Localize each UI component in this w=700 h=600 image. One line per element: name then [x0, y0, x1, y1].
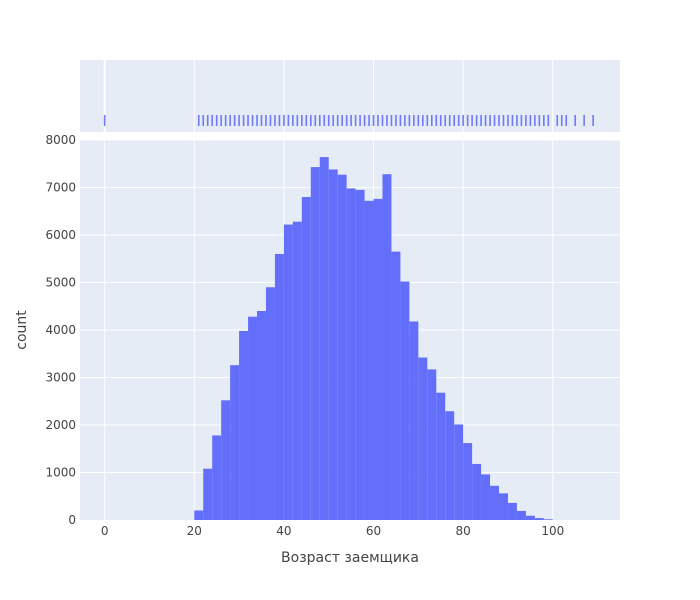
- x-tick-label: 80: [456, 524, 471, 538]
- y-tick-label: 3000: [45, 371, 76, 385]
- histogram-bar: [507, 502, 517, 520]
- y-tick-label: 0: [68, 513, 76, 527]
- histogram-bar: [463, 443, 473, 520]
- x-tick-label: 100: [541, 524, 564, 538]
- y-tick-label: 5000: [45, 276, 76, 290]
- histogram-bar: [400, 281, 410, 520]
- histogram-bar: [525, 515, 535, 520]
- x-tick-label: 0: [101, 524, 109, 538]
- y-tick-label: 1000: [45, 466, 76, 480]
- y-tick-label: 7000: [45, 181, 76, 195]
- y-tick-label: 6000: [45, 228, 76, 242]
- histogram-bar: [534, 518, 544, 520]
- histogram-bar: [472, 463, 482, 520]
- histogram-bar: [418, 357, 428, 520]
- y-tick-label: 8000: [45, 133, 76, 147]
- histogram-bar: [274, 254, 284, 520]
- histogram-bar: [283, 224, 293, 521]
- histogram-bar: [499, 493, 508, 520]
- rug-marks: [103, 115, 594, 126]
- x-axis-title: Возраст заемщика: [281, 550, 419, 566]
- y-tick-label: 2000: [45, 418, 76, 432]
- histogram-bar: [230, 365, 240, 520]
- histogram-bars: [194, 157, 553, 521]
- y-axis-title: count: [14, 310, 30, 350]
- histogram-bar: [364, 200, 374, 521]
- histogram-bar: [355, 189, 365, 520]
- histogram-bar: [454, 424, 464, 520]
- x-tick-label: 40: [276, 524, 291, 538]
- histogram-bar: [257, 311, 266, 520]
- histogram-bar: [337, 174, 347, 521]
- y-tick-label: 4000: [45, 323, 76, 337]
- histogram-bar: [427, 369, 437, 520]
- histogram-bar: [194, 510, 204, 520]
- histogram-bar: [248, 316, 258, 520]
- x-tick-label: 60: [366, 524, 381, 538]
- histogram-bar: [301, 197, 311, 520]
- histogram-bar: [292, 221, 302, 520]
- histogram-bar: [516, 510, 526, 520]
- histogram-bar: [445, 411, 455, 520]
- histogram-bar: [203, 468, 213, 520]
- histogram-bar: [328, 169, 338, 520]
- histogram-bar: [490, 485, 500, 520]
- histogram-bar: [319, 157, 329, 520]
- histogram-bar: [481, 474, 491, 520]
- histogram-bar: [239, 330, 249, 520]
- histogram-bar: [543, 519, 553, 520]
- histogram-bar: [265, 287, 275, 520]
- histogram-bar: [409, 321, 419, 520]
- x-axis-ticks: 0 20 40 60 80 100: [101, 524, 564, 538]
- histogram-bar: [373, 198, 383, 520]
- histogram-bar: [391, 251, 401, 520]
- histogram-bar: [221, 400, 231, 520]
- x-tick-label: 20: [187, 524, 202, 538]
- histogram-bar: [212, 435, 222, 520]
- histogram-bar: [382, 174, 392, 520]
- histogram-bar: [310, 167, 320, 520]
- histogram-bar: [436, 392, 446, 520]
- y-axis-ticks: 0 1000 2000 3000 4000 5000 6000 7000 8000: [45, 133, 76, 527]
- histogram-bar: [346, 188, 356, 520]
